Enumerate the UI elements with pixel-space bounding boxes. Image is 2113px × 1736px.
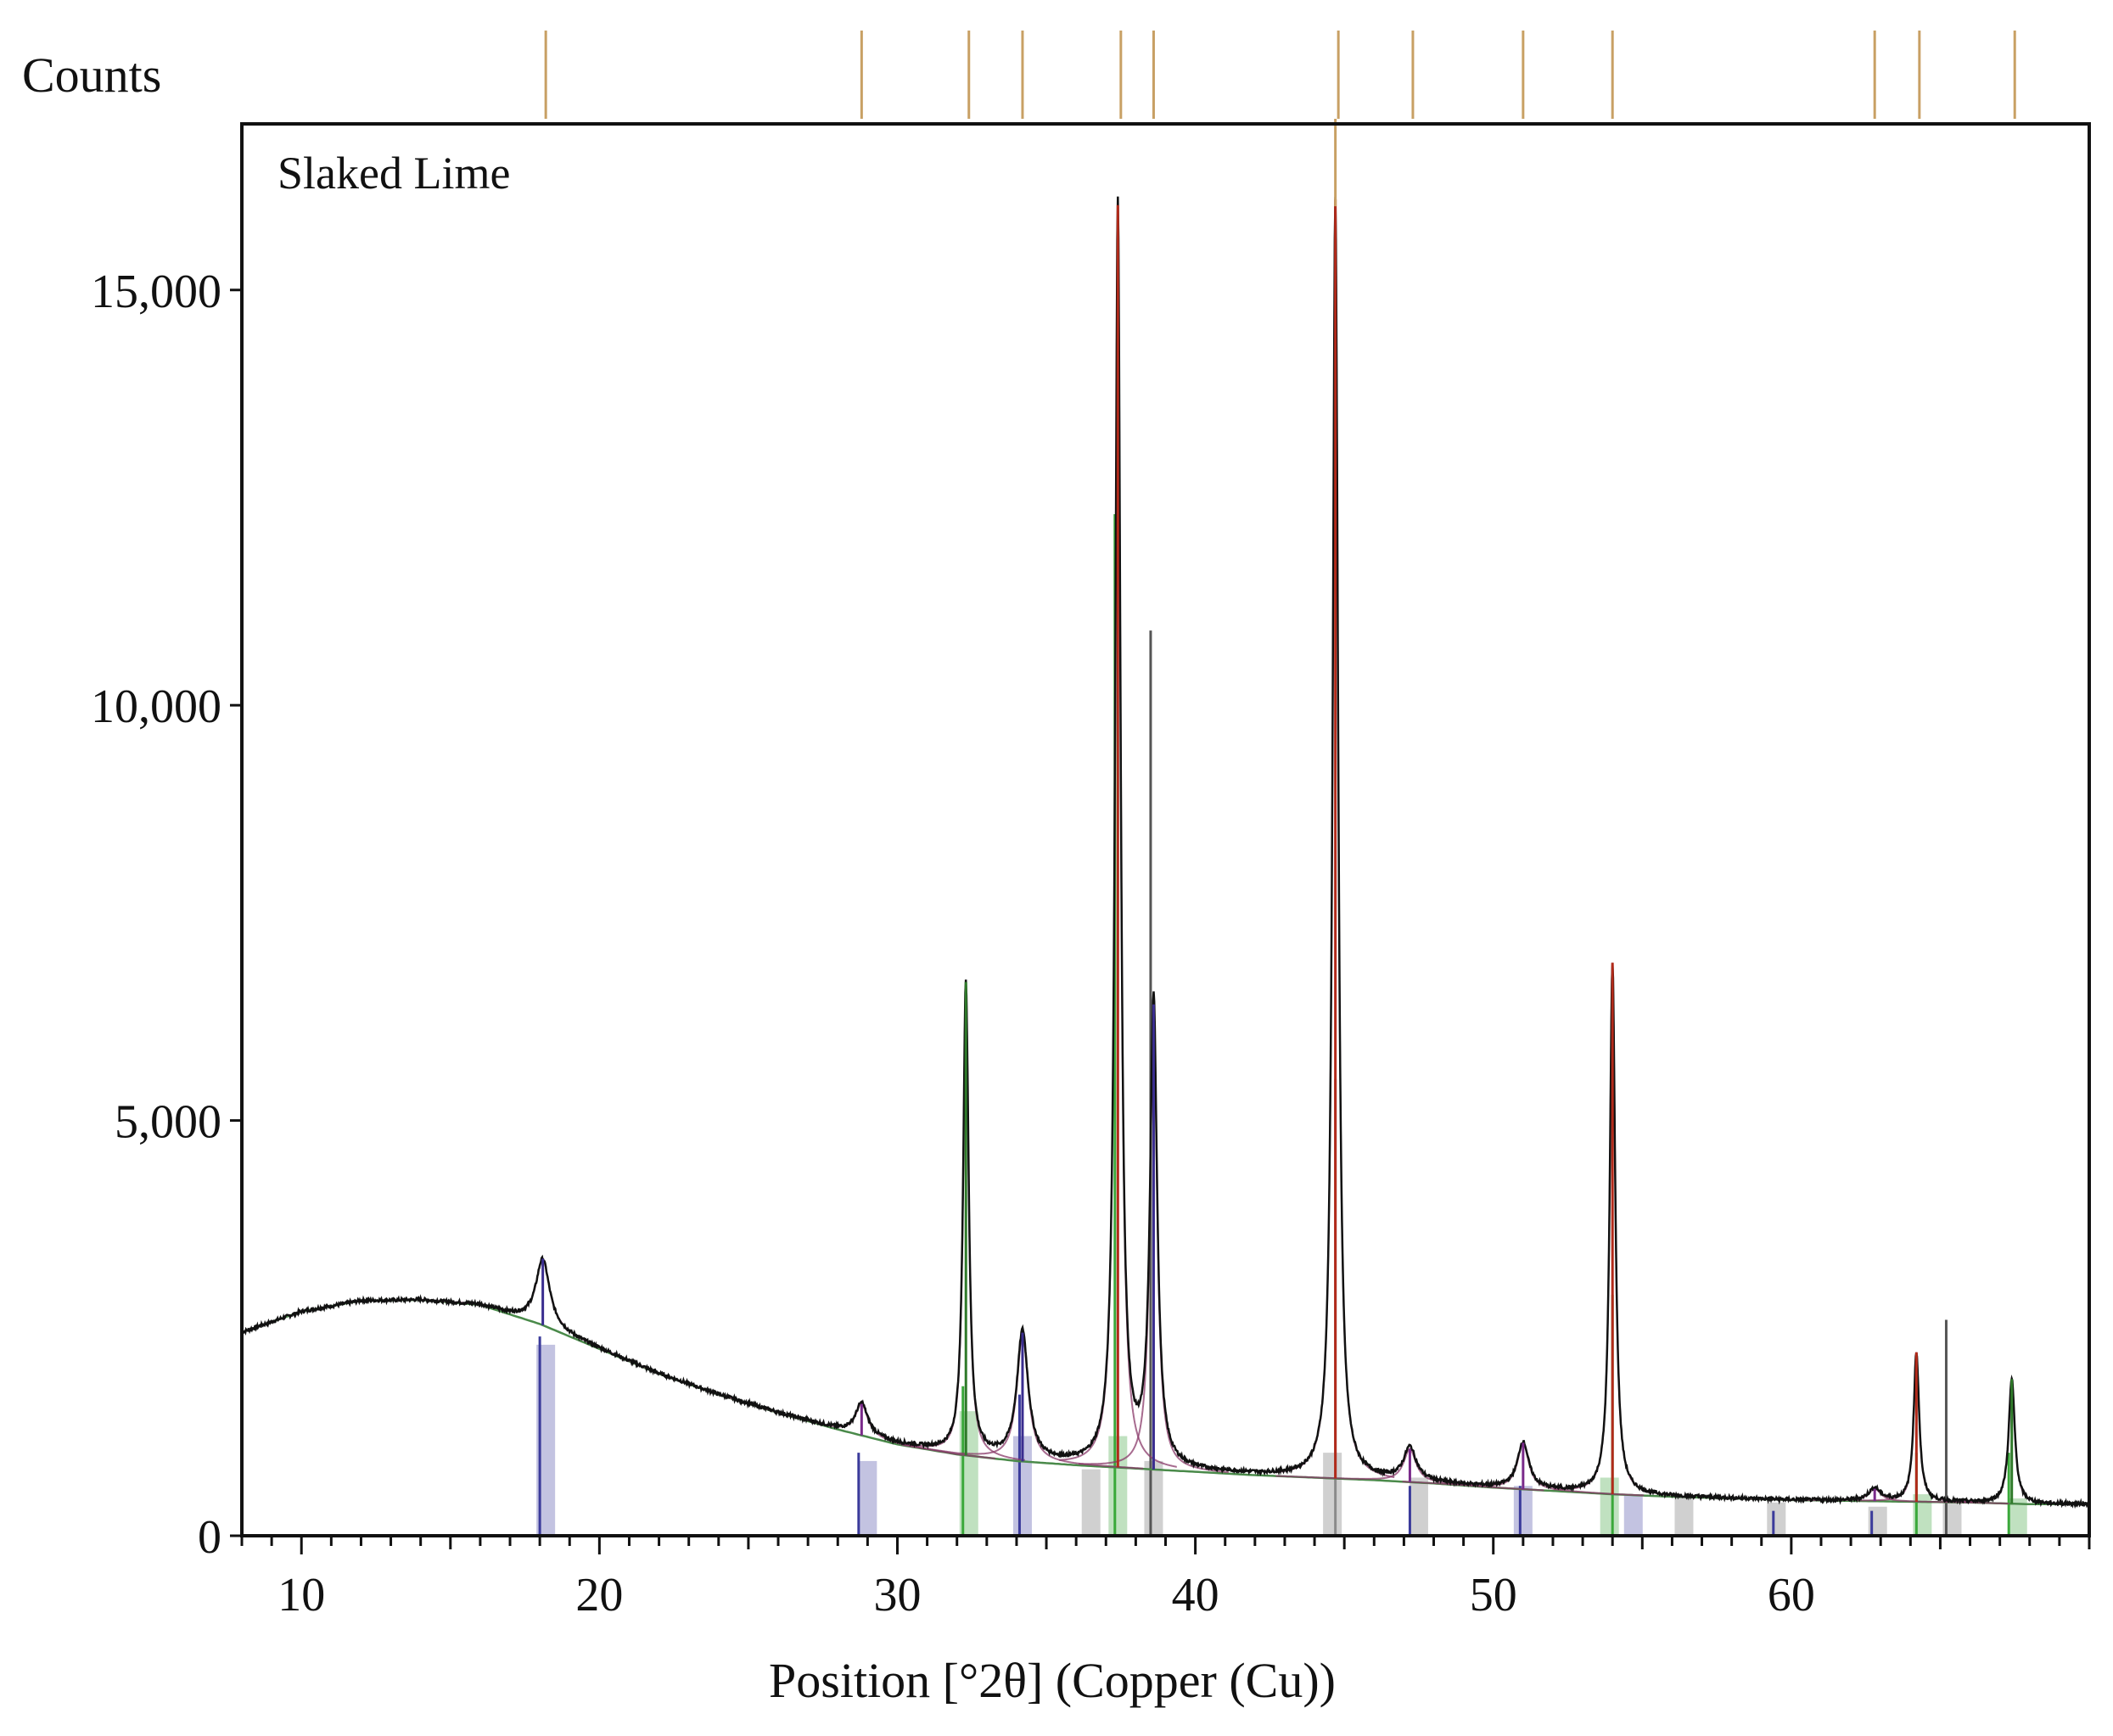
- profile-group: [241, 196, 2090, 1509]
- x-tick-label: 60: [1768, 1569, 1815, 1621]
- axes: 10 20 30 40 50 60 0 5,000 10,000 15,000: [91, 122, 2091, 1621]
- reference-band: [858, 1460, 877, 1536]
- y-tick-label: 0: [198, 1511, 221, 1564]
- diffraction-profile: [241, 196, 2090, 1509]
- reference-band: [1600, 1477, 1619, 1536]
- reference-band: [959, 1411, 978, 1536]
- reference-bands: [536, 1344, 2027, 1536]
- plot-frame: [240, 122, 2091, 1537]
- reference-band: [536, 1344, 556, 1536]
- reference-band: [1108, 1436, 1128, 1536]
- x-tick-label: 30: [873, 1569, 921, 1621]
- x-axis-title: Position [°2θ] (Copper (Cu)): [769, 1653, 1336, 1708]
- y-tick-label: 5,000: [115, 1096, 221, 1149]
- reference-band: [1081, 1469, 1101, 1536]
- fit-curves: [395, 199, 2079, 1505]
- reference-band: [1409, 1477, 1428, 1536]
- reference-band: [2008, 1498, 2027, 1536]
- x-tick-label: 20: [575, 1569, 623, 1621]
- reference-band: [1674, 1498, 1694, 1536]
- reference-lines: [538, 514, 2010, 1536]
- y-axis-title: Counts: [22, 48, 161, 103]
- x-tick-label: 50: [1470, 1569, 1517, 1621]
- peak-marks: [541, 199, 2014, 1504]
- reference-band: [1913, 1494, 1932, 1536]
- x-tick-label: 10: [277, 1569, 325, 1621]
- y-tick-label: 10,000: [91, 680, 221, 733]
- peak-fit-curve: [1275, 1448, 1544, 1492]
- reference-band: [1868, 1506, 1887, 1536]
- reference-band: [1942, 1502, 1962, 1536]
- reference-band: [1513, 1486, 1533, 1536]
- reference-band: [1144, 1460, 1163, 1536]
- reference-band: [1623, 1494, 1643, 1536]
- x-tick-label: 40: [1172, 1569, 1219, 1621]
- reference-band: [1323, 1453, 1342, 1536]
- sample-label: Slaked Lime: [277, 148, 510, 199]
- reference-band: [1767, 1502, 1786, 1536]
- top-markers: [544, 31, 2016, 207]
- y-tick-label: 15,000: [91, 266, 221, 318]
